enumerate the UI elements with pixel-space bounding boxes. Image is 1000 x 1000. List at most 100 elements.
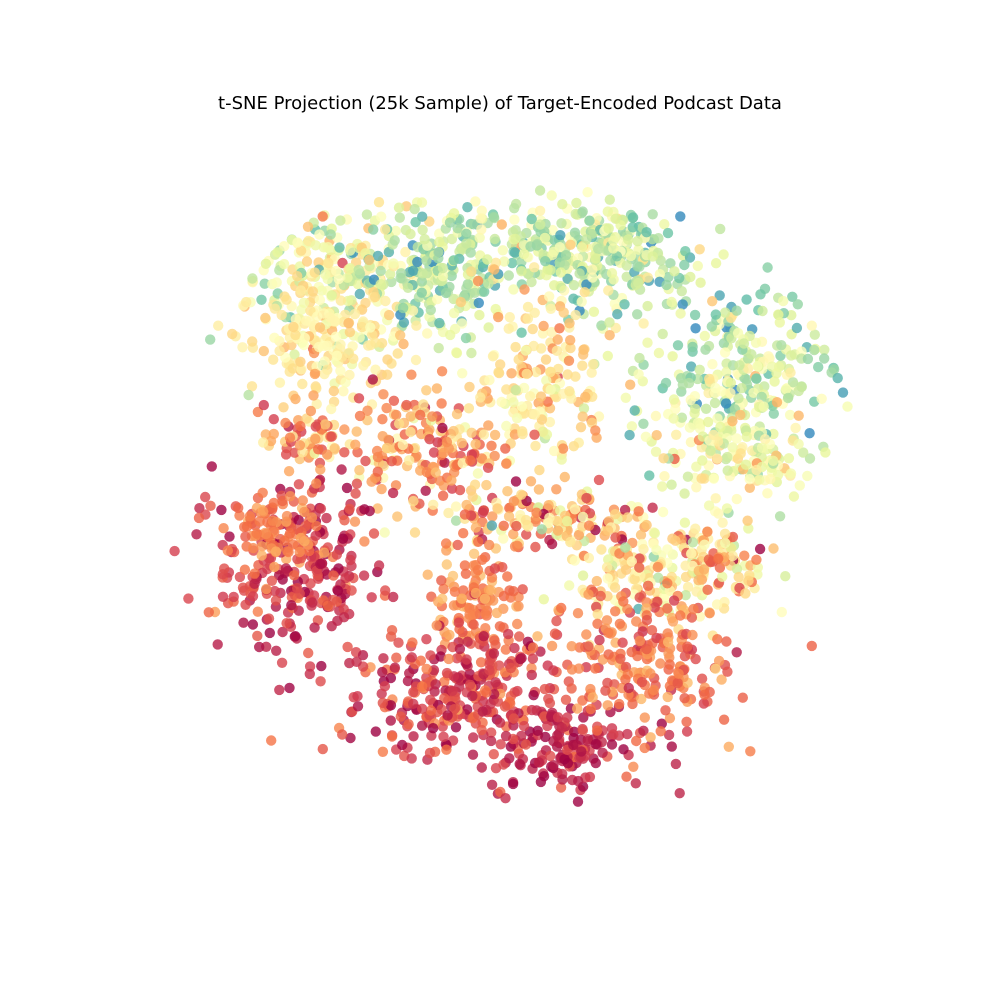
scatter-point bbox=[680, 246, 691, 257]
scatter-point bbox=[667, 616, 679, 627]
scatter-point bbox=[480, 608, 491, 619]
scatter-point bbox=[228, 591, 239, 603]
scatter-point bbox=[614, 618, 626, 629]
scatter-point bbox=[719, 347, 731, 358]
scatter-point bbox=[385, 268, 396, 280]
scatter-point bbox=[474, 309, 485, 321]
scatter-point bbox=[583, 641, 594, 652]
scatter-point bbox=[510, 341, 521, 353]
scatter-point bbox=[477, 706, 488, 717]
scatter-point bbox=[721, 636, 732, 647]
scatter-point bbox=[241, 521, 253, 532]
scatter-point bbox=[486, 440, 497, 451]
scatter-point bbox=[487, 351, 499, 362]
scatter-point bbox=[422, 569, 433, 580]
scatter-point bbox=[420, 485, 431, 496]
scatter-point bbox=[380, 224, 391, 235]
scatter-point bbox=[583, 552, 595, 564]
scatter-point bbox=[577, 360, 588, 371]
scatter-point bbox=[408, 698, 419, 709]
scatter-point bbox=[351, 426, 362, 437]
scatter-point bbox=[301, 413, 312, 424]
scatter-point bbox=[309, 368, 321, 380]
scatter-point bbox=[382, 354, 393, 365]
scatter-point bbox=[295, 285, 306, 296]
scatter-point bbox=[441, 559, 452, 570]
scatter-point bbox=[468, 619, 479, 630]
scatter-point bbox=[310, 530, 321, 541]
scatter-point bbox=[434, 236, 445, 248]
scatter-point bbox=[408, 731, 419, 742]
scatter-point bbox=[328, 570, 339, 581]
scatter-point bbox=[573, 663, 585, 674]
scatter-point bbox=[486, 585, 497, 596]
scatter-point bbox=[538, 594, 549, 605]
scatter-point bbox=[639, 742, 650, 754]
scatter-point bbox=[258, 345, 269, 357]
scatter-point bbox=[407, 637, 418, 648]
scatter-point bbox=[540, 256, 551, 267]
scatter-point bbox=[472, 564, 484, 576]
scatter-point bbox=[475, 392, 486, 403]
scatter-point bbox=[600, 685, 611, 696]
scatter-point bbox=[358, 360, 369, 371]
scatter-point bbox=[268, 414, 279, 425]
scatter-point bbox=[659, 219, 670, 230]
scatter-point bbox=[774, 317, 785, 328]
scatter-point bbox=[627, 212, 639, 223]
scatter-point bbox=[486, 779, 498, 790]
scatter-point bbox=[717, 571, 728, 582]
scatter-point bbox=[632, 309, 643, 320]
scatter-point bbox=[651, 430, 662, 441]
scatter-point bbox=[623, 682, 634, 694]
scatter-point bbox=[544, 291, 555, 302]
scatter-point bbox=[406, 369, 417, 380]
scatter-point bbox=[350, 439, 361, 450]
scatter-point bbox=[631, 735, 642, 747]
scatter-point bbox=[530, 440, 541, 452]
scatter-point bbox=[785, 367, 796, 378]
scatter-point bbox=[723, 741, 734, 752]
scatter-point bbox=[397, 439, 408, 451]
scatter-point bbox=[536, 524, 547, 535]
scatter-point bbox=[602, 677, 613, 689]
scatter-point bbox=[552, 712, 564, 723]
scatter-point bbox=[457, 368, 468, 379]
scatter-point bbox=[243, 389, 254, 401]
scatter-point bbox=[595, 590, 606, 602]
scatter-point bbox=[286, 592, 298, 603]
scatter-point bbox=[437, 593, 448, 604]
scatter-point bbox=[482, 254, 493, 265]
scatter-point bbox=[591, 575, 602, 587]
scatter-point bbox=[254, 516, 265, 527]
scatter-point bbox=[479, 593, 490, 604]
scatter-point bbox=[313, 341, 325, 353]
scatter-point bbox=[806, 640, 817, 652]
scatter-point bbox=[268, 497, 280, 509]
scatter-point bbox=[545, 750, 556, 762]
scatter-point bbox=[338, 612, 350, 623]
scatter-point bbox=[428, 447, 440, 458]
scatter-point bbox=[504, 312, 515, 323]
scatter-point bbox=[642, 300, 653, 312]
scatter-point bbox=[606, 268, 618, 279]
scatter-point bbox=[490, 677, 501, 688]
scatter-point bbox=[569, 726, 580, 737]
scatter-point bbox=[436, 575, 447, 586]
scatter-point bbox=[410, 354, 422, 366]
scatter-point bbox=[237, 582, 249, 593]
scatter-point bbox=[699, 330, 710, 342]
scatter-point bbox=[287, 363, 298, 374]
scatter-point bbox=[461, 654, 472, 665]
scatter-point bbox=[301, 315, 312, 326]
scatter-point bbox=[620, 674, 631, 685]
scatter-point bbox=[620, 564, 632, 575]
scatter-point bbox=[438, 447, 449, 459]
scatter-point bbox=[274, 377, 286, 388]
scatter-point bbox=[743, 523, 754, 534]
scatter-point bbox=[269, 585, 280, 597]
scatter-point bbox=[216, 504, 227, 516]
scatter-point bbox=[481, 479, 492, 491]
scatter-point bbox=[315, 464, 326, 475]
scatter-point bbox=[508, 397, 519, 408]
